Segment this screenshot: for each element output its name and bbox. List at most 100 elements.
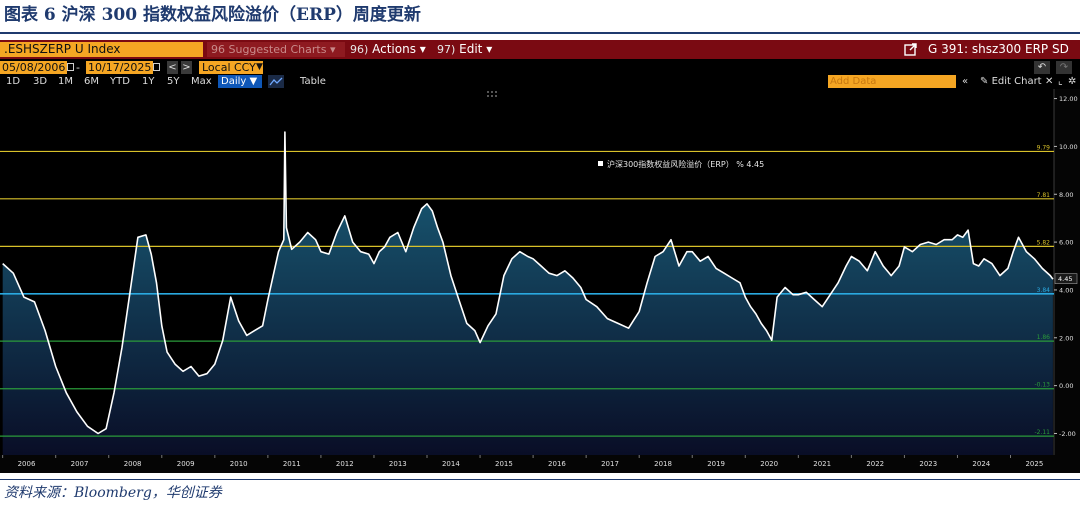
undo-icon[interactable]: ↶: [1034, 61, 1050, 74]
x-tick-label-12: 2018: [654, 460, 672, 468]
actions-menu[interactable]: 96) Actions ▾: [350, 42, 426, 57]
reference-line-label-1: 7.81: [1037, 192, 1051, 199]
x-axis-panel: [0, 455, 1054, 473]
reference-line-label-6: -2.11: [1034, 429, 1050, 436]
x-tick-label-17: 2023: [919, 460, 937, 468]
figure-title: 图表 6 沪深 300 指数权益风险溢价（ERP）周度更新: [4, 5, 421, 25]
actions-number: 96): [350, 43, 369, 56]
x-tick-label-7: 2013: [389, 460, 407, 468]
x-tick-label-8: 2014: [442, 460, 460, 468]
reference-line-label-3: 3.84: [1037, 287, 1051, 294]
legend-swatch: [598, 161, 603, 166]
drag-handle-icon: [487, 91, 497, 97]
prev-period-button[interactable]: <: [167, 61, 178, 74]
edit-chart-label: Edit Chart: [991, 76, 1042, 87]
table-button[interactable]: Table: [300, 76, 326, 87]
drag-handle-dot: [487, 91, 489, 93]
chevron-down-icon: ▼: [249, 76, 258, 87]
add-data-input[interactable]: Add Data: [828, 75, 956, 88]
timeframe-1y[interactable]: 1Y: [142, 76, 155, 87]
gear-icon[interactable]: ✲: [1068, 76, 1077, 87]
x-tick-label-9: 2015: [495, 460, 513, 468]
collapse-button[interactable]: «: [962, 76, 969, 87]
launchpad-icon[interactable]: [904, 43, 917, 56]
chevron-down-icon: ▾: [419, 42, 426, 56]
x-tick-label-2: 2008: [124, 460, 142, 468]
y-tick-label-0: 12.00: [1059, 95, 1078, 103]
graph-title: G 391: shsz300 ERP SD: [928, 42, 1069, 56]
x-tick-label-11: 2017: [601, 460, 619, 468]
x-tick-label-1: 2007: [71, 460, 89, 468]
redo-icon[interactable]: ↷: [1056, 61, 1072, 74]
start-date-input[interactable]: 05/08/2006: [0, 61, 68, 74]
x-tick-label-14: 2020: [760, 460, 778, 468]
suggested-charts-number: 96: [211, 43, 225, 56]
reference-line-label-5: -0.13: [1034, 382, 1050, 389]
x-tick-label-15: 2021: [813, 460, 831, 468]
timeframe-1m[interactable]: 1M: [58, 76, 73, 87]
x-tick-label-4: 2010: [230, 460, 248, 468]
x-tick-label-13: 2019: [707, 460, 725, 468]
last-value-tag: [1054, 273, 1078, 284]
pencil-icon: ✎: [980, 76, 989, 87]
source-note: 资料来源：Bloomberg，华创证券: [4, 485, 222, 501]
x-tick-label-19: 2025: [1025, 460, 1043, 468]
y-tick-label-5: 2.00: [1059, 334, 1073, 342]
timeframe-5y[interactable]: 5Y: [167, 76, 180, 87]
timeframe-6m[interactable]: 6M: [84, 76, 99, 87]
y-tick-label-4: 4.00: [1059, 286, 1073, 294]
footer-rule: [0, 479, 1080, 480]
timeframe-ytd[interactable]: YTD: [110, 76, 130, 87]
actions-label: Actions: [372, 42, 416, 56]
close-icon[interactable]: ✕: [1045, 76, 1054, 87]
y-tick-label-1: 10.00: [1059, 143, 1078, 151]
y-tick-label-2: 8.00: [1059, 191, 1073, 199]
calendar-icon[interactable]: [67, 63, 74, 71]
x-tick-label-16: 2022: [866, 460, 884, 468]
title-rule: [0, 32, 1080, 34]
chevron-down-icon: ▾: [486, 42, 493, 56]
drag-handle-dot: [491, 91, 493, 93]
edit-number: 97): [437, 43, 456, 56]
last-value-label: 4.45: [1058, 275, 1072, 283]
x-tick-label-10: 2016: [548, 460, 566, 468]
currency-select[interactable]: Local CCY: [199, 61, 263, 74]
x-tick-label-3: 2009: [177, 460, 195, 468]
reference-line-label-4: 1.86: [1037, 334, 1051, 341]
command-bar: .ESHSZERP U Index 96 Suggested Charts ▾ …: [0, 40, 1080, 59]
calendar-icon[interactable]: [153, 63, 160, 71]
x-tick-label-6: 2012: [336, 460, 354, 468]
frequency-label: Daily: [221, 76, 247, 87]
ticker-field[interactable]: .ESHSZERP U Index: [0, 42, 203, 57]
y-tick-label-7: -2.00: [1059, 430, 1076, 438]
chevron-down-icon: ▼: [256, 62, 263, 72]
x-tick-label-18: 2024: [972, 460, 990, 468]
suggested-charts-menu[interactable]: 96 Suggested Charts ▾: [207, 42, 345, 57]
edit-chart-button[interactable]: ✎ Edit Chart: [980, 75, 1042, 88]
timeframe-max[interactable]: Max: [191, 76, 212, 87]
timeframe-bar: 1D 3D 1M 6M YTD 1Y 5Y Max Daily ▼ Table …: [0, 75, 1080, 88]
end-date-input[interactable]: 10/17/2025: [86, 61, 154, 74]
frequency-select[interactable]: Daily ▼: [218, 75, 262, 88]
drag-handle-dot: [495, 95, 497, 97]
chart-menu-icon[interactable]: ⌞: [1058, 76, 1063, 87]
chart-type-icon[interactable]: [268, 75, 284, 88]
edit-label: Edit: [459, 42, 483, 56]
legend-label: 沪深300指数权益风险溢价（ERP） % 4.45: [607, 159, 764, 169]
next-period-button[interactable]: >: [181, 61, 192, 74]
drag-handle-dot: [495, 91, 497, 93]
drag-handle-dot: [487, 95, 489, 97]
x-tick-label-5: 2011: [283, 460, 301, 468]
erp-series-line: [2, 131, 1054, 435]
suggested-charts-label: Suggested Charts: [228, 43, 327, 56]
reference-line-label-0: 9.79: [1037, 144, 1051, 151]
timeframe-3d[interactable]: 3D: [33, 76, 48, 87]
bloomberg-terminal: .ESHSZERP U Index 96 Suggested Charts ▾ …: [0, 40, 1080, 473]
erp-chart: 9.79 7.81 5.82 3.84 1.86 -0.13 -2.11 12.00 10.0…: [0, 89, 1080, 473]
drag-handle-dot: [491, 95, 493, 97]
y-tick-label-3: 6.00: [1059, 239, 1073, 247]
x-tick-label-0: 2006: [18, 460, 36, 468]
edit-menu[interactable]: 97) Edit ▾: [437, 42, 492, 57]
reference-line-label-2: 5.82: [1037, 239, 1051, 246]
timeframe-1d[interactable]: 1D: [6, 76, 21, 87]
